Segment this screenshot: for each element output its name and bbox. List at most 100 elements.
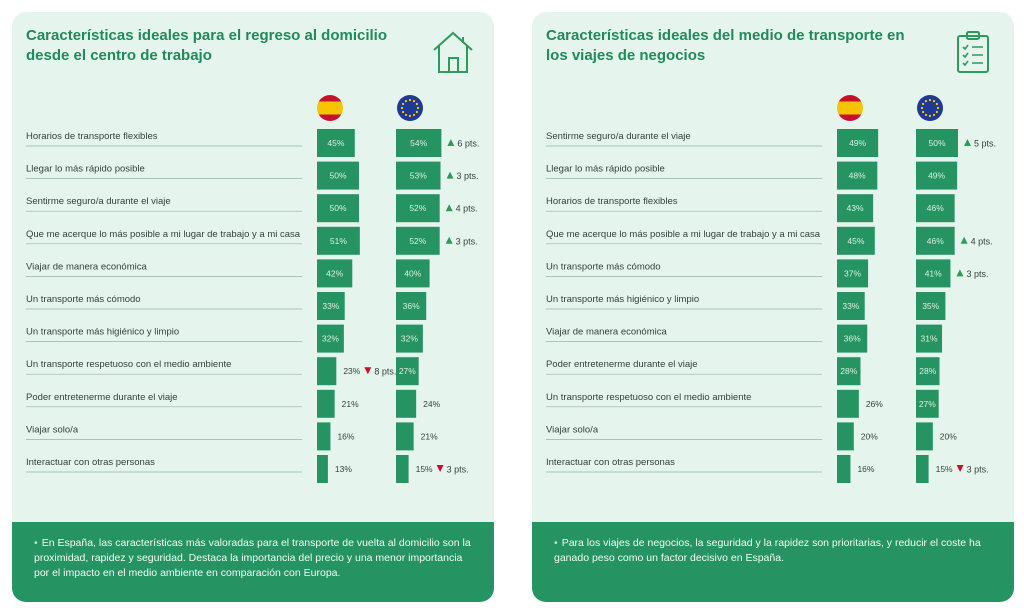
delta-label: 8 pts. bbox=[374, 367, 396, 377]
row-label: Que me acerque lo más posible a mi lugar… bbox=[26, 229, 301, 240]
bar bbox=[837, 357, 861, 386]
bar bbox=[396, 422, 414, 451]
eu-star bbox=[928, 114, 932, 118]
bar-value-label: 41% bbox=[925, 268, 942, 278]
bar bbox=[916, 161, 958, 190]
footer-text: Para los viajes de negocios, la segurida… bbox=[554, 537, 981, 564]
eu-flag-icon bbox=[397, 95, 423, 121]
eu-star bbox=[935, 102, 939, 106]
delta-label: 5 pts. bbox=[974, 139, 996, 149]
house-icon bbox=[433, 31, 473, 73]
bar-value-label: 15% bbox=[936, 464, 953, 474]
bar-value-label: 20% bbox=[940, 431, 957, 441]
bar bbox=[396, 389, 417, 418]
down-arrow-icon bbox=[436, 465, 444, 472]
bar-value-label: 46% bbox=[927, 236, 944, 246]
eu-star bbox=[932, 99, 936, 103]
delta-label: 4 pts. bbox=[971, 236, 993, 246]
bar-value-label: 43% bbox=[847, 203, 864, 213]
bar bbox=[396, 194, 440, 223]
bar bbox=[916, 422, 933, 451]
bar bbox=[837, 129, 879, 157]
bar-value-label: 53% bbox=[410, 171, 427, 181]
bar-value-label: 28% bbox=[840, 366, 857, 376]
bar bbox=[837, 324, 868, 353]
bar-value-label: 20% bbox=[861, 431, 878, 441]
row-label: Viajar solo/a bbox=[26, 424, 79, 435]
bar bbox=[396, 226, 440, 255]
bar bbox=[916, 455, 929, 483]
bar bbox=[396, 292, 427, 320]
bar-value-label: 32% bbox=[322, 334, 339, 344]
row-label: Un transporte más higiénico y limpio bbox=[546, 294, 699, 305]
bar-value-label: 16% bbox=[337, 431, 354, 441]
row-label: Un transporte respetuoso con el medio am… bbox=[26, 359, 231, 370]
bar bbox=[317, 324, 344, 353]
clipboard-checklist-icon bbox=[957, 31, 989, 73]
down-arrow-icon bbox=[364, 367, 372, 375]
bar bbox=[916, 389, 939, 418]
bar-value-label: 46% bbox=[927, 203, 944, 213]
row-label: Viajar de manera económica bbox=[26, 261, 147, 272]
bar-value-label: 54% bbox=[410, 138, 427, 148]
row-label: Poder entretenerme durante el viaje bbox=[26, 392, 178, 403]
row-label: Horarios de transporte flexibles bbox=[26, 131, 158, 142]
row-label: Llegar lo más rápido posible bbox=[546, 164, 665, 175]
bar bbox=[317, 292, 345, 320]
bar bbox=[916, 292, 946, 320]
delta-label: 6 pts. bbox=[457, 139, 479, 149]
eu-star bbox=[415, 110, 419, 114]
bar bbox=[837, 292, 865, 320]
eu-star bbox=[408, 114, 412, 118]
bar-value-label: 50% bbox=[329, 203, 346, 213]
bar-value-label: 21% bbox=[421, 431, 438, 441]
panel-commute-home: Características ideales para el regreso … bbox=[12, 12, 494, 602]
delta-label: 3 pts. bbox=[456, 236, 478, 246]
eu-star bbox=[921, 110, 925, 114]
row-label: Viajar de manera económica bbox=[546, 327, 667, 338]
bar-value-label: 23% bbox=[343, 366, 360, 376]
bar bbox=[916, 194, 955, 223]
bar bbox=[317, 161, 359, 190]
bar-value-label: 28% bbox=[919, 366, 936, 376]
delta-label: 3 pts. bbox=[967, 465, 989, 475]
eu-star bbox=[416, 106, 420, 110]
bar bbox=[317, 226, 360, 255]
up-arrow-icon bbox=[964, 139, 971, 146]
row-label: Un transporte más cómodo bbox=[26, 294, 141, 305]
row-label: Que me acerque lo más posible a mi lugar… bbox=[546, 229, 821, 240]
bar-value-label: 13% bbox=[335, 464, 352, 474]
bar bbox=[837, 161, 878, 190]
delta-label: 3 pts. bbox=[966, 269, 988, 279]
delta-label: 3 pts. bbox=[457, 171, 479, 181]
eu-star bbox=[924, 113, 928, 117]
bar bbox=[396, 455, 409, 483]
bar-value-label: 31% bbox=[921, 334, 938, 344]
bar bbox=[837, 455, 851, 483]
bullet-icon: • bbox=[34, 537, 38, 549]
bar bbox=[916, 259, 951, 288]
bar bbox=[396, 259, 430, 288]
chart-footer-note: • En España, las características más valo… bbox=[12, 522, 494, 602]
row-label: Sentirme seguro/a durante el viaje bbox=[26, 196, 171, 207]
bar-value-label: 16% bbox=[857, 464, 874, 474]
eu-star bbox=[924, 99, 928, 103]
bar-value-label: 36% bbox=[844, 334, 861, 344]
bar bbox=[837, 194, 874, 223]
eu-star bbox=[415, 102, 419, 106]
delta-label: 3 pts. bbox=[447, 465, 469, 475]
up-arrow-icon bbox=[956, 269, 964, 277]
spain-flag-icon bbox=[837, 95, 863, 121]
eu-star bbox=[412, 113, 416, 117]
row-label: Un transporte respetuoso con el medio am… bbox=[546, 392, 751, 403]
bar bbox=[837, 389, 859, 418]
bar-value-label: 36% bbox=[403, 301, 420, 311]
bar bbox=[317, 129, 355, 157]
bar-value-label: 33% bbox=[842, 301, 859, 311]
bar-value-label: 27% bbox=[399, 366, 416, 376]
bar-value-label: 50% bbox=[928, 138, 945, 148]
bar bbox=[317, 357, 337, 386]
row-label: Horarios de transporte flexibles bbox=[546, 196, 678, 207]
panel-title: Características ideales para el regreso … bbox=[26, 27, 388, 64]
row-label: Interactuar con otras personas bbox=[546, 457, 675, 468]
